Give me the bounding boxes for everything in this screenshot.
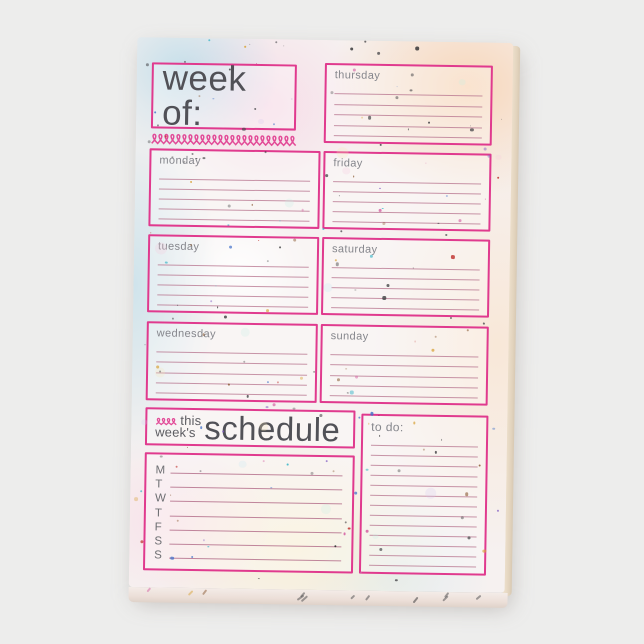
day-box-tuesday: tuesday — [147, 234, 320, 315]
paper-edge-streak — [146, 587, 152, 594]
schedule-day-initial: S — [154, 535, 163, 548]
confetti-dot — [445, 234, 447, 236]
rule-line — [157, 295, 309, 308]
confetti-dot — [274, 40, 278, 44]
confetti-dot — [364, 40, 367, 43]
confetti-dot — [482, 322, 485, 325]
schedule-title: schedule — [203, 408, 341, 448]
schedule-header-weeks: week's — [155, 424, 196, 441]
confetti-dot — [139, 490, 142, 493]
confetti-dot — [500, 118, 503, 120]
ruled-lines — [369, 434, 479, 568]
paper-edge-streak — [188, 590, 194, 597]
schedule-day-initial: F — [154, 521, 162, 534]
rule-line — [331, 298, 480, 311]
confetti-dot — [376, 51, 381, 56]
confetti-dot — [492, 427, 495, 430]
confetti-dot — [415, 46, 420, 51]
confetti-dot — [282, 44, 285, 46]
confetti-dot — [134, 497, 139, 501]
ruled-lines — [333, 82, 483, 139]
schedule-day-initial: M — [155, 464, 166, 477]
paper-edge-streak — [412, 596, 419, 604]
confetti-dot — [208, 38, 211, 42]
schedule-row: S — [154, 546, 342, 563]
ruled-lines — [157, 253, 309, 308]
confetti-dot — [339, 230, 343, 233]
pad-front-sheet: week of: thursday monday friday — [128, 37, 514, 593]
ruled-lines — [158, 167, 311, 222]
ruled-lines — [155, 340, 308, 396]
ruled-lines — [332, 170, 482, 225]
confetti-dot — [146, 63, 150, 67]
confetti-dot — [249, 44, 251, 46]
confetti-dot — [350, 47, 354, 51]
day-box-saturday: saturday — [321, 237, 491, 318]
rule-line — [369, 555, 477, 568]
confetti-dot — [395, 578, 398, 582]
loop-squiggle-icon — [151, 133, 297, 147]
confetti-dot — [149, 232, 151, 234]
confetti-dot — [244, 45, 247, 48]
todo-box: to do: — [358, 413, 489, 576]
confetti-dot — [358, 416, 361, 419]
schedule-header-box: this week's schedule — [144, 407, 356, 449]
day-box-sunday: sunday — [319, 323, 489, 406]
ruled-lines — [329, 343, 479, 399]
confetti-dot — [224, 315, 228, 319]
schedule-day-initial: T — [155, 478, 163, 491]
rule-line — [329, 385, 478, 399]
schedule-day-initial: S — [154, 549, 162, 562]
rule-line — [333, 125, 482, 139]
watercolor-splotch — [495, 154, 502, 161]
rule-line — [155, 383, 307, 396]
schedule-day-initial: W — [154, 492, 167, 506]
confetti-dot — [497, 509, 499, 512]
day-box-thursday: thursday — [323, 63, 493, 146]
confetti-dot — [272, 403, 276, 407]
day-box-monday: monday — [148, 148, 321, 229]
schedule-day-initial: T — [154, 506, 162, 520]
week-of-title: week of: — [161, 58, 247, 134]
paper-edge-streak — [364, 594, 371, 602]
confetti-dot — [379, 143, 382, 146]
rule-line — [332, 212, 481, 225]
confetti-dot — [258, 577, 260, 580]
notepad: week of: thursday monday friday — [128, 37, 521, 609]
confetti-dot — [186, 446, 188, 448]
day-box-wednesday: wednesday — [145, 321, 318, 403]
paper-edge-streak — [349, 595, 355, 601]
confetti-dot — [483, 147, 487, 151]
confetti-dot — [144, 344, 146, 346]
ruled-lines — [331, 256, 480, 311]
confetti-dot — [354, 491, 358, 495]
rule-line — [158, 209, 310, 222]
schedule-header-small-text: this week's — [155, 413, 201, 441]
confetti-dot — [171, 317, 174, 320]
loop-squiggle-small-icon — [155, 417, 177, 426]
day-box-friday: friday — [322, 151, 492, 232]
paper-edge-streak — [201, 589, 208, 596]
rule-line — [169, 557, 342, 562]
week-of-title-box: week of: — [150, 58, 297, 134]
confetti-dot — [449, 316, 453, 320]
confetti-dot — [496, 176, 500, 180]
paper-edge-streak — [475, 594, 482, 600]
